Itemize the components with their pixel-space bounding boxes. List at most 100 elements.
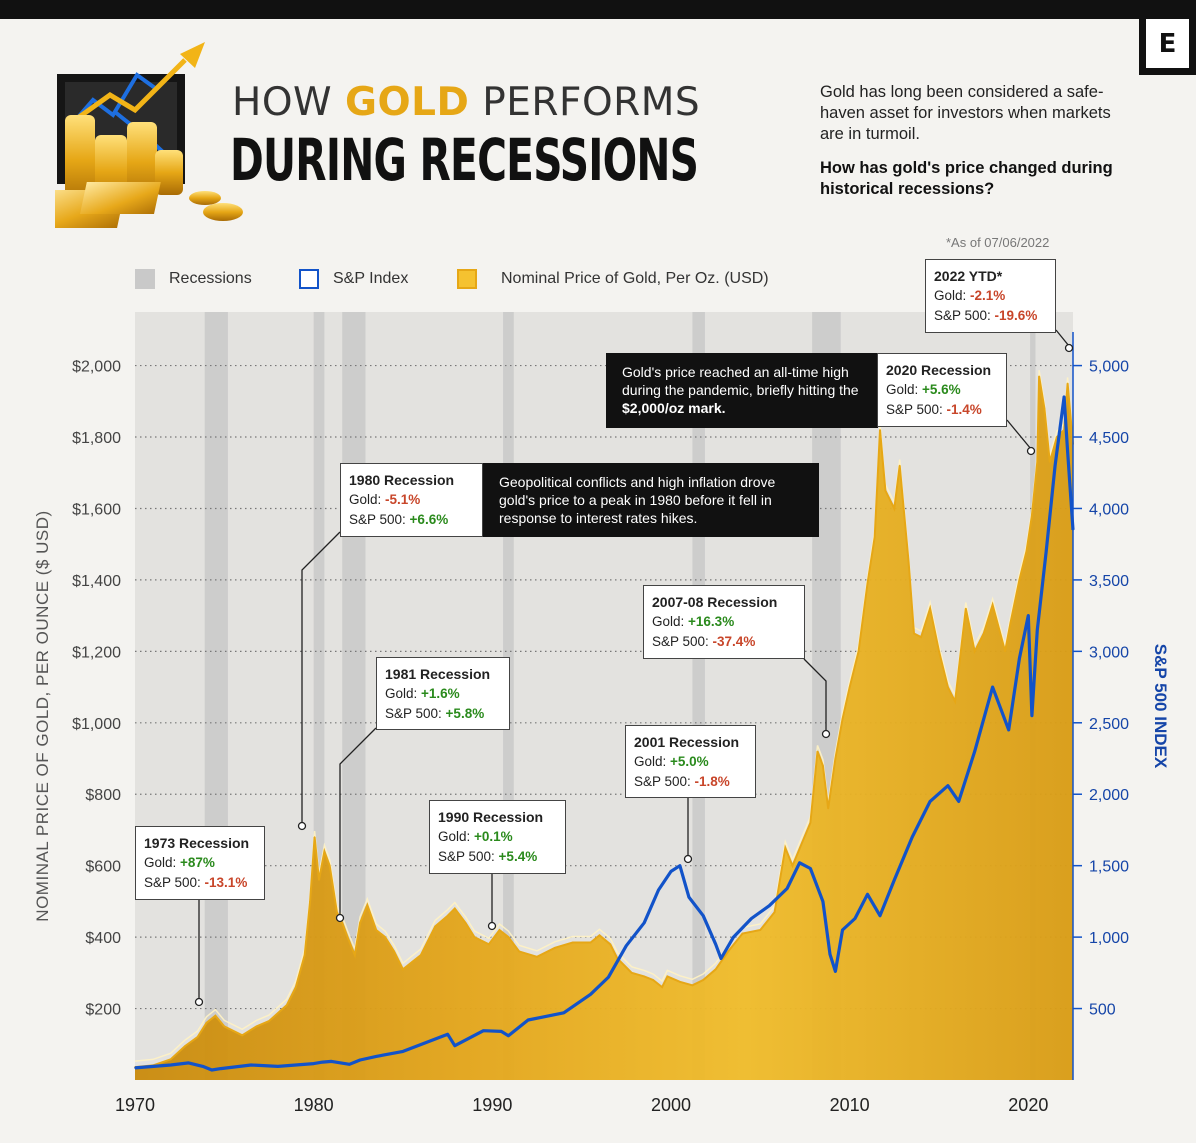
gold-point: [1066, 382, 1069, 385]
gold-point: [879, 429, 881, 431]
recession-swatch: [135, 269, 155, 289]
annotation-2001: 2001 Recession Gold: +5.0% S&P 500: -1.8…: [625, 725, 756, 798]
y2-tick-label: 1,500: [1089, 859, 1129, 876]
sp-point: [670, 870, 672, 873]
gold-point: [947, 686, 949, 688]
gold-point: [973, 650, 976, 653]
y-axis-title: NOMINAL PRICE OF GOLD, PER OUNCE ($ USD): [33, 510, 52, 921]
sp-point: [250, 1064, 252, 1066]
gold-point: [929, 607, 931, 610]
annotation-2007: 2007-08 Recession Gold: +16.3% S&P 500: …: [643, 585, 805, 659]
sp-point: [822, 900, 824, 903]
y-tick-label: $2,000: [72, 359, 121, 376]
sp-line: [134, 395, 1075, 1072]
recession-band-1: [313, 312, 325, 1080]
gold-point: [773, 911, 776, 913]
sp-point: [211, 1069, 213, 1071]
sp-point: [1045, 550, 1047, 553]
y2-tick-label: 3,000: [1089, 644, 1129, 661]
gold-point: [473, 936, 476, 938]
sp-point: [911, 836, 913, 838]
sp-point: [809, 867, 812, 870]
gold-point: [336, 911, 338, 913]
sp-point: [330, 1060, 333, 1063]
x-tick-label: 2000: [651, 1095, 691, 1115]
sp-point: [1018, 657, 1021, 660]
gold-point: [822, 764, 824, 767]
y-tick-label: $1,600: [72, 501, 121, 518]
gold-point: [630, 972, 633, 974]
gold-point: [223, 1025, 226, 1028]
brand-letter: E: [1143, 19, 1192, 71]
sp-point: [929, 800, 931, 803]
x-tick-label: 2020: [1008, 1095, 1048, 1115]
gold-point: [571, 941, 574, 944]
gold-point: [359, 922, 361, 924]
sp-point: [834, 970, 837, 973]
gold-point: [609, 943, 612, 946]
gold-point: [666, 975, 669, 978]
gold-point: [411, 961, 413, 963]
annotation-2020: 2020 Recession Gold: +5.6% S&P 500: -1.4…: [877, 353, 1007, 427]
y-tick-label: $1,800: [72, 430, 121, 447]
annotation-1980: 1980 Recession Gold: -5.1% S&P 500: +6.6…: [340, 463, 483, 537]
sp-point: [402, 1050, 404, 1053]
y-axis-left: $200 $400 $600 $800 $1,000 $1,200 $1,400 $1,600…: [72, 359, 121, 1019]
sp-point: [679, 864, 681, 867]
title-line-1: HOW GOLD PERFORMS: [232, 80, 701, 125]
sp-point: [657, 889, 660, 891]
gold-point: [536, 956, 538, 958]
sp-point: [1063, 396, 1065, 398]
gold-point: [938, 650, 940, 653]
note-2020: Gold's price reached an all-time high du…: [606, 353, 878, 428]
gold-point: [518, 950, 520, 953]
gold-point: [913, 632, 915, 635]
gold-point: [661, 986, 663, 988]
gold-point: [759, 929, 762, 931]
gold-point: [393, 950, 395, 953]
sp-point: [500, 1030, 503, 1033]
gold-point: [893, 507, 896, 510]
top-bar: [0, 0, 1196, 19]
gold-point: [1025, 550, 1028, 553]
gold-series: [134, 370, 1074, 1080]
sp-point: [643, 922, 645, 924]
gold-point: [255, 1025, 258, 1028]
sp-point: [348, 1063, 351, 1066]
y-axis-right: 500 1,000 1,500 2,000 2,500 3,000 3,500 4,000 4,…: [1072, 332, 1129, 1080]
callout-lines: [198, 329, 1070, 1000]
y-tick-label: $1,400: [72, 573, 121, 590]
y2-axis-title: S&P 500 INDEX: [1151, 644, 1170, 769]
y2-tick-label: 2,000: [1089, 787, 1129, 804]
y2-tick-label: 5,000: [1089, 359, 1129, 376]
gold-point: [295, 986, 297, 988]
brand-logo[interactable]: E: [1139, 19, 1196, 75]
sp-point: [720, 957, 722, 960]
gold-point: [1031, 514, 1033, 517]
sp-point: [321, 1061, 324, 1063]
gold-point: [741, 932, 744, 935]
as-of-note: *As of 07/06/2022: [946, 235, 1050, 250]
gold-point: [454, 907, 456, 910]
sp-point: [750, 917, 753, 920]
sp-point: [1007, 729, 1010, 731]
gold-point: [402, 968, 404, 971]
note-1980: Geopolitical conflicts and high inflatio…: [483, 463, 819, 537]
leader-1980: [301, 531, 341, 823]
gold-point: [834, 757, 837, 760]
sp-point: [768, 904, 771, 907]
sp-point: [169, 1064, 172, 1066]
gold-point: [866, 582, 869, 585]
annotation-1973: 1973 Recession Gold: +87% S&P 500: -13.1…: [135, 826, 265, 900]
sp-swatch: [299, 269, 319, 289]
sp-point: [625, 944, 628, 947]
sp-point: [957, 800, 960, 803]
leader-2007: [803, 658, 827, 732]
gold-point: [554, 947, 556, 949]
sp-point: [359, 1059, 361, 1061]
gold-point: [598, 934, 601, 937]
y-tick-label: $400: [85, 930, 121, 947]
gold-point: [341, 922, 344, 924]
sp-point: [446, 1033, 449, 1036]
